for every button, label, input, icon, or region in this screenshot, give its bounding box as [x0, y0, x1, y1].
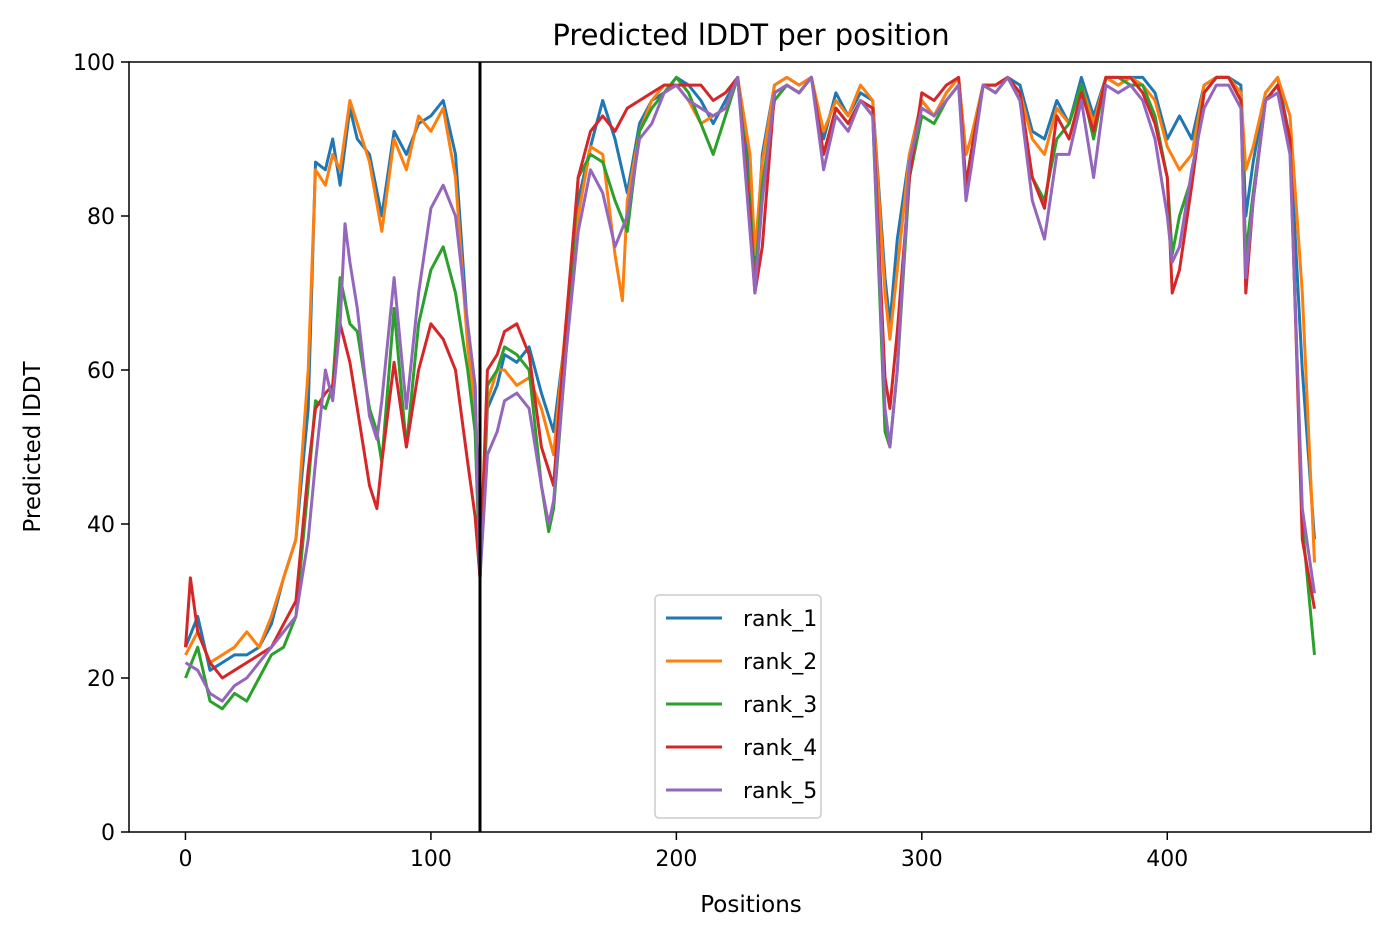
y-tick-label: 40 — [87, 513, 115, 538]
series-layer — [184, 75, 1316, 711]
legend-label-rank-3: rank_3 — [743, 693, 817, 718]
y-tick-label: 60 — [87, 359, 115, 384]
legend-label-rank-2: rank_2 — [743, 650, 817, 675]
y-axis: 0 20 40 60 80 100 — [73, 51, 129, 846]
plot-area — [128, 61, 1372, 833]
legend-items: rank_1 rank_2 rank_3 rank_4 rank_5 — [666, 607, 817, 804]
plot-frame — [128, 61, 1372, 833]
y-tick-label: 0 — [101, 821, 115, 846]
x-axis-label: Positions — [700, 892, 802, 918]
series-line-rank-5 — [184, 75, 1316, 703]
x-tick-label: 0 — [178, 847, 192, 872]
y-tick-label: 80 — [87, 205, 115, 230]
y-tick-label: 20 — [87, 667, 115, 692]
legend: rank_1 rank_2 rank_3 rank_4 rank_5 — [654, 594, 822, 819]
series-line-rank-2 — [184, 75, 1316, 665]
legend-frame — [654, 594, 822, 819]
y-axis-label: Predicted lDDT — [20, 360, 46, 532]
legend-label-rank-5: rank_5 — [743, 779, 817, 804]
chart-title: Predicted lDDT per position — [552, 18, 949, 52]
x-tick-label: 400 — [1146, 847, 1188, 872]
legend-label-rank-1: rank_1 — [743, 607, 817, 632]
x-axis: 0 100 200 300 400 — [178, 832, 1188, 872]
x-tick-label: 200 — [655, 847, 697, 872]
x-tick-label: 100 — [410, 847, 452, 872]
legend-label-rank-4: rank_4 — [743, 736, 817, 761]
y-tick-label: 100 — [73, 51, 115, 76]
x-tick-label: 300 — [901, 847, 943, 872]
